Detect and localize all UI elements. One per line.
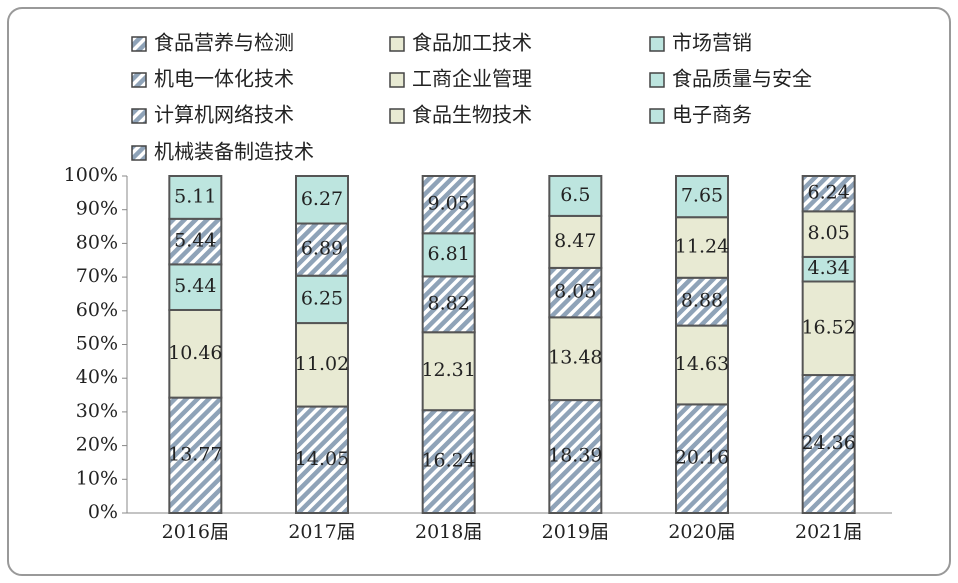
y-tick-label: 60%: [76, 299, 118, 321]
y-tick-label: 30%: [76, 400, 118, 422]
y-tick-label: 70%: [76, 265, 118, 287]
legend-label: 工商企业管理: [412, 67, 532, 91]
legend-label: 电子商务: [672, 103, 752, 127]
legend-swatch: [649, 36, 665, 52]
bar-segment: [168, 263, 223, 311]
bar-segment: [548, 399, 603, 514]
y-tick-label: 20%: [76, 434, 118, 456]
bar-segment: [421, 175, 476, 235]
value-label: 6.25: [301, 287, 343, 309]
y-tick-label: 40%: [76, 366, 118, 388]
bar-segment: [801, 374, 856, 514]
bar-segment: [168, 217, 223, 266]
value-label: 11.02: [295, 353, 349, 375]
legend-swatch: [649, 108, 665, 124]
value-label: 9.05: [428, 193, 470, 215]
value-label: 13.77: [168, 443, 222, 465]
value-label: 20.16: [675, 447, 729, 469]
bar-segment: [801, 210, 856, 258]
legend-label: 食品营养与检测: [154, 31, 294, 55]
x-tick-label: 2018届: [415, 521, 482, 543]
value-label: 8.47: [554, 230, 596, 252]
legend-swatch: [389, 72, 405, 88]
value-label: 16.24: [421, 450, 475, 472]
value-label: 12.31: [421, 359, 475, 381]
legend-swatch: [389, 36, 405, 52]
y-tick-label: 50%: [76, 333, 118, 355]
legend-swatch: [131, 72, 147, 88]
value-label: 24.36: [801, 432, 855, 454]
value-label: 5.11: [174, 185, 216, 207]
value-label: 4.34: [808, 257, 850, 279]
value-label: 13.48: [548, 347, 602, 369]
legend-label: 食品加工技术: [412, 31, 532, 55]
legend-swatch: [389, 108, 405, 124]
bar-segment: [168, 396, 223, 514]
legend-swatch: [131, 36, 147, 52]
value-label: 6.24: [808, 182, 850, 204]
bar-segment: [168, 175, 223, 220]
value-label: 14.63: [675, 353, 729, 375]
y-tick-label: 90%: [76, 198, 118, 220]
legend-swatch: [131, 108, 147, 124]
x-tick-label: 2016届: [162, 521, 229, 543]
bar-segment: [801, 255, 856, 283]
x-tick-label: 2019届: [542, 521, 609, 543]
value-label: 6.89: [301, 238, 343, 260]
bar-segment: [421, 331, 476, 412]
bar-segment: [548, 316, 603, 402]
value-label: 7.65: [681, 185, 723, 207]
bar-segment: [295, 405, 349, 514]
value-label: 6.27: [301, 188, 343, 210]
legend-label: 机电一体化技术: [154, 67, 294, 91]
y-tick-label: 100%: [64, 164, 118, 186]
value-label: 18.39: [548, 445, 602, 467]
bar-segment: [675, 403, 729, 514]
value-label: 6.81: [428, 243, 470, 265]
value-label: 8.05: [808, 222, 850, 244]
legend-swatch: [131, 145, 147, 161]
bar-segment: [801, 175, 856, 213]
value-label: 8.88: [681, 290, 723, 312]
value-label: 6.5: [560, 184, 590, 206]
legend-label: 食品生物技术: [412, 103, 532, 127]
y-tick-label: 10%: [76, 467, 118, 489]
legend-label: 计算机网络技术: [154, 103, 294, 127]
legend-label: 机械装备制造技术: [154, 140, 314, 164]
bar-segment: [295, 222, 349, 277]
bar-segment: [295, 274, 349, 325]
legend-label: 食品质量与安全: [672, 67, 812, 91]
y-tick-label: 0%: [88, 501, 118, 523]
value-label: 8.05: [554, 281, 596, 303]
bar-segment: [421, 232, 476, 278]
value-label: 8.82: [428, 292, 470, 314]
bar-segment: [295, 175, 349, 225]
value-label: 16.52: [801, 316, 855, 338]
x-tick-label: 2021届: [795, 521, 862, 543]
x-tick-label: 2017届: [288, 521, 355, 543]
value-label: 14.05: [295, 448, 349, 470]
y-tick-label: 80%: [76, 231, 118, 253]
value-label: 5.44: [174, 275, 216, 297]
bar-segment: [421, 275, 476, 334]
legend-label: 市场营销: [672, 31, 752, 55]
value-label: 11.24: [675, 235, 729, 257]
bar-segment: [675, 175, 729, 219]
legend-swatch: [649, 72, 665, 88]
value-label: 10.46: [168, 342, 222, 364]
x-tick-label: 2020届: [668, 521, 735, 543]
bar-segment: [548, 175, 603, 217]
bar-segment: [548, 214, 603, 269]
value-label: 5.44: [174, 230, 216, 252]
